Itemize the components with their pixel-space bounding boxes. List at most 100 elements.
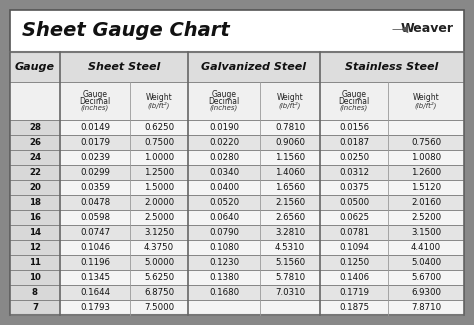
Bar [60,240,464,255]
Text: 0.0781: 0.0781 [339,228,369,237]
Text: 5.7810: 5.7810 [275,273,305,282]
Text: Weight: Weight [146,93,173,102]
Bar [10,82,464,120]
Text: Decimal: Decimal [338,97,370,106]
Text: 0.0149: 0.0149 [80,124,110,132]
Text: 0.1644: 0.1644 [80,288,110,297]
Text: 0.1230: 0.1230 [209,258,239,267]
Text: 6.8750: 6.8750 [144,288,174,297]
Text: (inches): (inches) [340,105,368,111]
Bar [10,285,60,300]
Text: 7: 7 [32,303,38,312]
Text: 1.0080: 1.0080 [411,153,441,162]
Bar [60,300,464,315]
Text: 0.6250: 0.6250 [144,124,174,132]
Text: 0.1345: 0.1345 [80,273,110,282]
FancyBboxPatch shape [10,10,464,315]
Text: 0.0640: 0.0640 [209,213,239,222]
Text: 16: 16 [29,213,41,222]
Text: (lb/ft²): (lb/ft²) [148,101,170,109]
Text: 0.0179: 0.0179 [80,138,110,147]
Bar [10,195,60,210]
Bar [60,255,464,270]
Text: 0.0299: 0.0299 [80,168,110,177]
Text: 0.0280: 0.0280 [209,153,239,162]
Bar [10,300,60,315]
Text: Sheet Gauge Chart: Sheet Gauge Chart [22,21,230,41]
Text: 14: 14 [29,228,41,237]
Text: 0.0500: 0.0500 [339,198,369,207]
Text: Decimal: Decimal [79,97,110,106]
Text: 2.0160: 2.0160 [411,198,441,207]
Text: 18: 18 [29,198,41,207]
Bar [60,225,464,240]
Text: 1.2600: 1.2600 [411,168,441,177]
Bar [10,255,60,270]
Text: 3.2810: 3.2810 [275,228,305,237]
Text: 8: 8 [32,288,38,297]
Text: 0.0239: 0.0239 [80,153,110,162]
Text: 0.0340: 0.0340 [209,168,239,177]
Text: 5.0000: 5.0000 [144,258,174,267]
Bar [60,180,464,195]
Text: 1.4060: 1.4060 [275,168,305,177]
Text: Gauge: Gauge [82,90,108,99]
Text: (lb/ft²): (lb/ft²) [279,101,301,109]
Text: 22: 22 [29,168,41,177]
Text: Gauge: Gauge [15,62,55,72]
Bar [10,165,60,180]
Text: 0.1793: 0.1793 [80,303,110,312]
Text: 0.0598: 0.0598 [80,213,110,222]
Text: 0.0625: 0.0625 [339,213,369,222]
Text: 0.9060: 0.9060 [275,138,305,147]
Bar [60,150,464,165]
Text: 4.3750: 4.3750 [144,243,174,252]
Text: 0.7500: 0.7500 [144,138,174,147]
Text: 5.6700: 5.6700 [411,273,441,282]
Bar [10,120,60,135]
Text: 0.1680: 0.1680 [209,288,239,297]
Text: 2.6560: 2.6560 [275,213,305,222]
Text: 24: 24 [29,153,41,162]
Text: 1.5000: 1.5000 [144,183,174,192]
Text: 0.0220: 0.0220 [209,138,239,147]
Text: 2.5200: 2.5200 [411,213,441,222]
Text: 0.0747: 0.0747 [80,228,110,237]
Text: 1.5120: 1.5120 [411,183,441,192]
Text: (lb/ft²): (lb/ft²) [415,101,437,109]
Text: 0.0478: 0.0478 [80,198,110,207]
Text: 0.1094: 0.1094 [339,243,369,252]
Text: Weight: Weight [277,93,303,102]
Text: 0.1196: 0.1196 [80,258,110,267]
Text: Sheet Steel: Sheet Steel [88,62,160,72]
Text: 0.0520: 0.0520 [209,198,239,207]
Text: 4.5310: 4.5310 [275,243,305,252]
Text: 20: 20 [29,183,41,192]
Text: 0.0312: 0.0312 [339,168,369,177]
Text: 0.0190: 0.0190 [209,124,239,132]
Text: 0.1080: 0.1080 [209,243,239,252]
Text: 0.0359: 0.0359 [80,183,110,192]
Text: 0.0790: 0.0790 [209,228,239,237]
Bar [10,150,60,165]
Bar [10,225,60,240]
Text: 0.7810: 0.7810 [275,124,305,132]
Text: Galvanized Steel: Galvanized Steel [201,62,307,72]
Bar [60,195,464,210]
Text: 2.5000: 2.5000 [144,213,174,222]
Text: 28: 28 [29,124,41,132]
Text: Stainless Steel: Stainless Steel [346,62,439,72]
Text: Gauge: Gauge [211,90,237,99]
Bar [10,135,60,150]
Text: 10: 10 [29,273,41,282]
Text: 1.2500: 1.2500 [144,168,174,177]
Text: 5.0400: 5.0400 [411,258,441,267]
Text: 4.4100: 4.4100 [411,243,441,252]
Text: 0.1406: 0.1406 [339,273,369,282]
Text: 12: 12 [29,243,41,252]
Text: 0.1380: 0.1380 [209,273,239,282]
Text: Weaver: Weaver [401,22,454,35]
Text: Weight: Weight [413,93,439,102]
Text: 0.0250: 0.0250 [339,153,369,162]
Bar [10,270,60,285]
